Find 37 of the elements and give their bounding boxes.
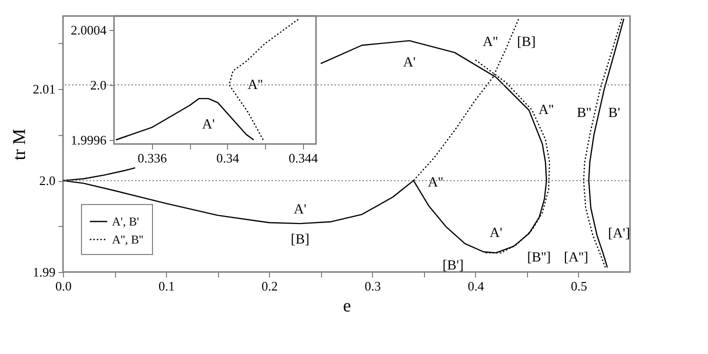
legend-label: A'', B'' xyxy=(112,232,144,246)
annotation: [B] xyxy=(290,232,310,248)
y-tick-label: 2.01 xyxy=(32,82,56,97)
annotation: A' xyxy=(202,118,215,133)
x-tick-label: 0.3 xyxy=(364,278,381,294)
annotation: [A'] xyxy=(608,226,630,242)
y-tick-label: 2.0 xyxy=(90,77,106,92)
x-tick-label: 0.4 xyxy=(468,278,484,294)
line-series xyxy=(115,98,254,140)
line-series xyxy=(228,18,300,140)
y-tick-label: 1.9996 xyxy=(70,132,107,148)
x-tick-label: 0.5 xyxy=(570,278,588,294)
x-tick-label: 0.336 xyxy=(138,150,168,166)
y-tick-label: 2.0 xyxy=(39,173,56,188)
y-axis-title: tr M xyxy=(8,128,29,160)
x-tick-label: 0.2 xyxy=(262,278,278,294)
annotation: [B''] xyxy=(527,250,551,266)
annotation: A' xyxy=(403,56,416,71)
x-tick-label: 0.0 xyxy=(55,278,72,294)
x-tick-label: 0.34 xyxy=(216,150,240,166)
annotation: [B'] xyxy=(442,258,464,274)
annotation: A'' xyxy=(428,176,444,191)
annotation: A' xyxy=(490,226,502,241)
annotation: [A''] xyxy=(564,250,588,266)
annotation: A' xyxy=(294,202,306,218)
annotation: B'' xyxy=(576,106,592,122)
annotation: A'' xyxy=(482,35,498,50)
annotation: A'' xyxy=(248,78,263,93)
annotation: [B] xyxy=(516,35,536,50)
annotation: A'' xyxy=(538,103,554,118)
x-axis-title: e xyxy=(343,296,351,316)
y-tick-label: 2.0004 xyxy=(70,22,107,38)
x-tick-label: 0.344 xyxy=(288,150,318,166)
x-tick-label: 0.1 xyxy=(158,278,175,294)
legend-label: A', B' xyxy=(112,214,139,228)
annotation: B' xyxy=(608,106,620,122)
y-tick-label: 1.99 xyxy=(32,264,56,280)
